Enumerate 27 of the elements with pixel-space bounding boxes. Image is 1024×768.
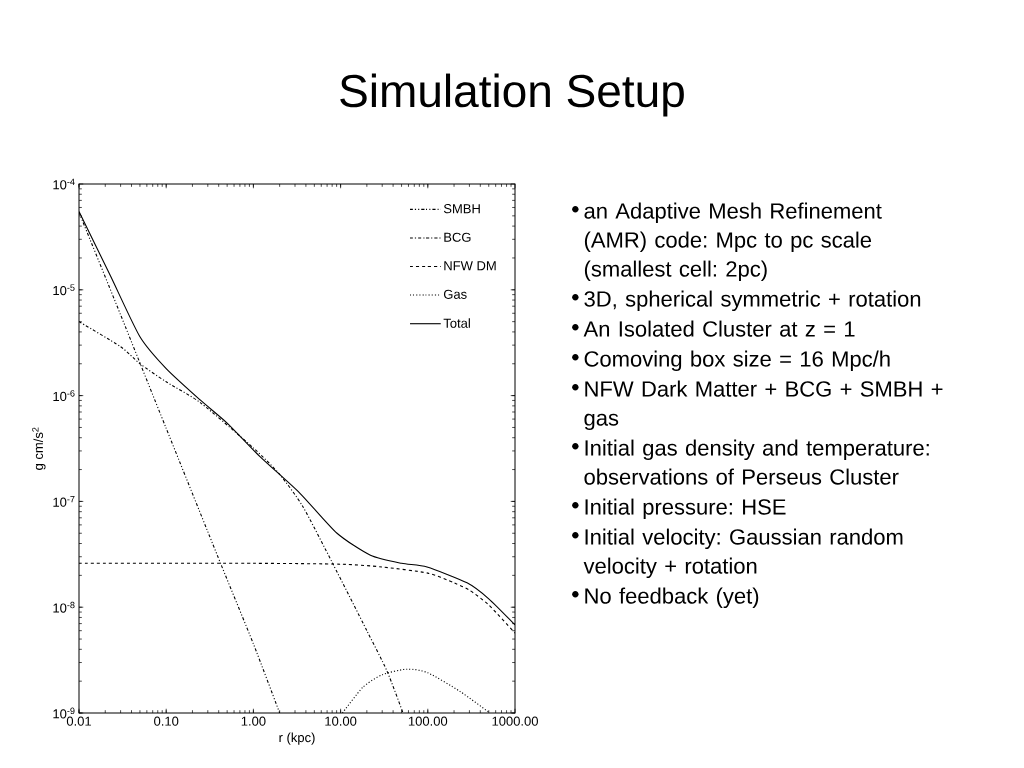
text: 3D, spherical symmetric + rotation	[584, 290, 921, 312]
chart-title: Simulation Setup	[340, 73, 684, 117]
x-tick-label: 1000.00	[492, 716, 538, 726]
legend-label: Gas	[443, 289, 467, 299]
y-tick-label: 10$^{-4}$	[53, 178, 75, 190]
x-tick-label: 10.00	[325, 716, 357, 726]
y-tick-label: 10$^{-5}$	[53, 284, 75, 296]
y-tick-label: 10$^{-6}$	[53, 390, 75, 402]
text: No feedback (yet)	[585, 587, 759, 609]
x-tick-label: 0.10	[154, 716, 179, 726]
x-tick-label: 100.00	[408, 716, 448, 726]
x-axis-title: r (kpc)	[279, 732, 315, 745]
legend-label: Total	[443, 318, 470, 328]
text: Initial gas density and temperature: observations of Perseus Cluster	[584, 439, 929, 485]
text: Initial pressure: HSE	[585, 498, 786, 520]
text: NFW Dark Matter + BCG + SMBH + gas	[584, 380, 943, 431]
legend-label: NFW DM	[444, 261, 496, 271]
text: Initial velocity: Gaussian random velocity + rotation	[583, 528, 903, 579]
y-tick-label: 10$^{-8}$	[53, 601, 75, 613]
legend-label: BCG	[444, 232, 471, 242]
text: An Isolated Cluster at z = 1	[583, 320, 855, 337]
y-axis-title: g cm/s$^{2}$	[32, 427, 46, 470]
text: an Adaptive Mesh Refinement (AMR) code: Mpc to pc scale (smallest cell: 2pc)	[584, 202, 882, 282]
text: Comoving box size = 16 Mpc/h	[584, 350, 890, 372]
x-tick-label: 1.00	[241, 716, 266, 726]
legend-label: SMBH	[443, 204, 480, 214]
y-tick-label: 10$^{-7}$	[53, 496, 75, 507]
